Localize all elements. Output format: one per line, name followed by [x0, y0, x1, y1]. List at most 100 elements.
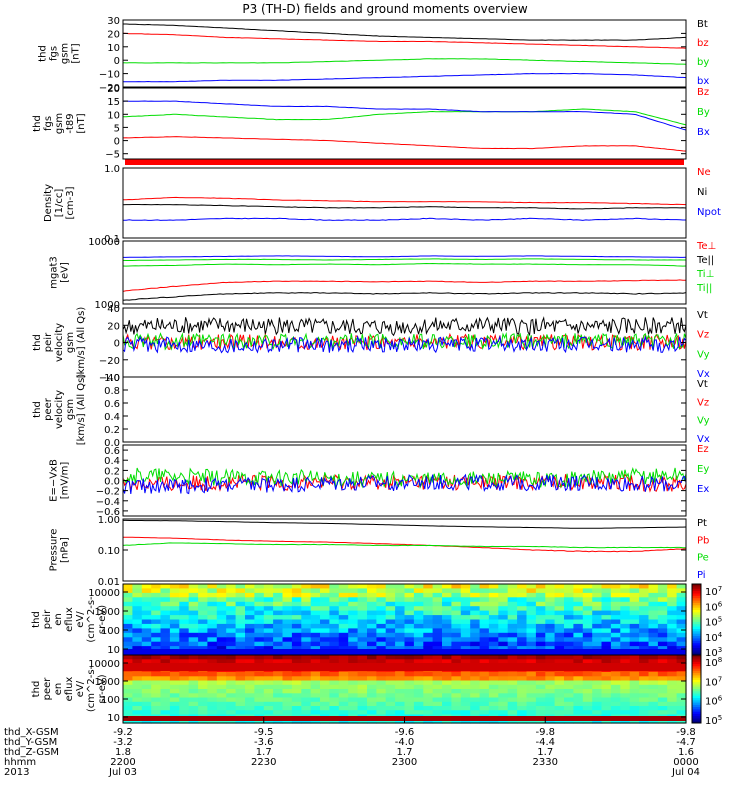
spectrogram-cell — [564, 693, 574, 699]
spectrogram-cell — [320, 615, 330, 621]
spectrogram-cell — [188, 659, 199, 665]
spectrogram-cell — [460, 697, 471, 703]
spectrogram-cell — [592, 659, 603, 665]
spectrogram-cell — [235, 693, 246, 699]
panel-label: gsm — [54, 113, 65, 134]
spectrogram-cell — [460, 706, 471, 711]
legend-label: Bt — [697, 19, 708, 30]
x-tick-label: -4.7 — [676, 737, 696, 748]
spectrogram-cell — [207, 672, 218, 677]
spectrogram-cell — [291, 697, 302, 703]
spectrogram-cell — [413, 676, 424, 682]
spectrogram-cell — [535, 619, 546, 625]
spectrogram-cell — [216, 697, 227, 703]
spectrogram-cell — [554, 718, 565, 724]
spectrogram-cell — [629, 623, 640, 629]
spectrogram-cell — [367, 701, 377, 707]
spectrogram-cell — [507, 706, 518, 711]
spectrogram-cell — [395, 592, 406, 598]
spectrogram-cell — [413, 659, 424, 665]
spectrogram-cell — [282, 615, 293, 621]
spectrogram-cell — [273, 623, 284, 629]
spectrogram-cell — [629, 693, 640, 699]
spectrogram-cell — [582, 610, 593, 616]
spectrogram-cell — [151, 689, 162, 694]
legend-label: Pe — [697, 553, 709, 564]
series-line — [122, 279, 686, 292]
spectrogram-cell — [226, 701, 237, 707]
spectrogram-cell — [320, 584, 330, 589]
spectrogram-cell — [216, 606, 227, 612]
spectrogram-cell — [657, 672, 668, 677]
spectrogram-cell — [526, 689, 537, 694]
spectrogram-cell — [507, 672, 518, 677]
spectrogram-cell — [545, 710, 556, 716]
spectrogram-cell — [667, 697, 678, 703]
spectrogram-cell — [582, 659, 593, 665]
spectrogram-cell — [198, 597, 209, 603]
spectrogram-cell — [160, 710, 171, 716]
panel-label: E=−VxB — [49, 459, 60, 502]
spectrogram-cell — [216, 619, 227, 625]
spectrogram-cell — [648, 672, 659, 677]
spectrogram-cell — [526, 641, 537, 647]
spectrogram-cell — [442, 623, 452, 629]
colorbar-segment — [692, 711, 701, 715]
spectrogram-cell — [667, 597, 678, 603]
spectrogram-cell — [301, 646, 312, 652]
spectrogram-cell — [432, 697, 443, 703]
spectrogram-cell — [601, 718, 612, 724]
spectrogram-cell — [657, 588, 668, 594]
spectrogram-cell — [291, 684, 302, 690]
spectrogram-cell — [235, 646, 246, 652]
spectrogram-cell — [395, 588, 406, 594]
spectrogram-cell — [291, 659, 302, 665]
spectrogram-cell — [639, 584, 650, 589]
spectrogram-cell — [367, 606, 377, 612]
spectrogram-cell — [573, 689, 584, 694]
spectrogram-cell — [460, 684, 471, 690]
spectrogram-cell — [132, 693, 143, 699]
spectrogram-cell — [235, 697, 246, 703]
spectrogram-cell — [216, 646, 227, 652]
spectrogram-cell — [479, 655, 490, 660]
spectrogram-cell — [291, 628, 302, 634]
spectrogram-cell — [432, 592, 443, 598]
spectrogram-cell — [357, 672, 368, 677]
spectrogram-cell — [432, 632, 443, 638]
spectrogram-cell — [488, 672, 499, 677]
legend-label: Ne — [697, 167, 711, 178]
spectrogram-cell — [141, 706, 152, 711]
spectrogram-cell — [301, 597, 312, 603]
colorbar-segment — [692, 631, 701, 635]
spectrogram-cell — [592, 689, 603, 694]
spectrogram-cell — [488, 680, 499, 686]
spectrogram-cell — [498, 597, 509, 603]
spectrogram-cell — [554, 592, 565, 598]
spectrogram-cell — [273, 706, 284, 711]
spectrogram-cell — [301, 628, 312, 634]
spectrogram-cell — [338, 637, 349, 643]
spectrogram-cell — [329, 597, 340, 603]
spectrogram-cell — [198, 641, 209, 647]
spectrogram-cell — [460, 623, 471, 629]
series-line — [122, 262, 687, 267]
spectrogram-cell — [507, 637, 518, 643]
spectrogram-cell — [545, 701, 556, 707]
spectrogram-cell — [601, 628, 612, 634]
x-tick-label: 2300 — [392, 757, 417, 768]
spectrogram-cell — [451, 701, 462, 707]
spectrogram-cell — [207, 628, 218, 634]
spectrogram-cell — [554, 610, 565, 616]
spectrogram-cell — [667, 706, 678, 711]
spectrogram-cell — [273, 693, 284, 699]
spectrogram-cell — [442, 718, 452, 724]
spectrogram-cell — [367, 646, 377, 652]
spectrogram-cell — [498, 628, 509, 634]
spectrogram-cell — [460, 718, 471, 724]
spectrogram-cell — [610, 610, 621, 616]
spectrogram-cell — [395, 628, 406, 634]
spectrogram-cell — [564, 659, 574, 665]
